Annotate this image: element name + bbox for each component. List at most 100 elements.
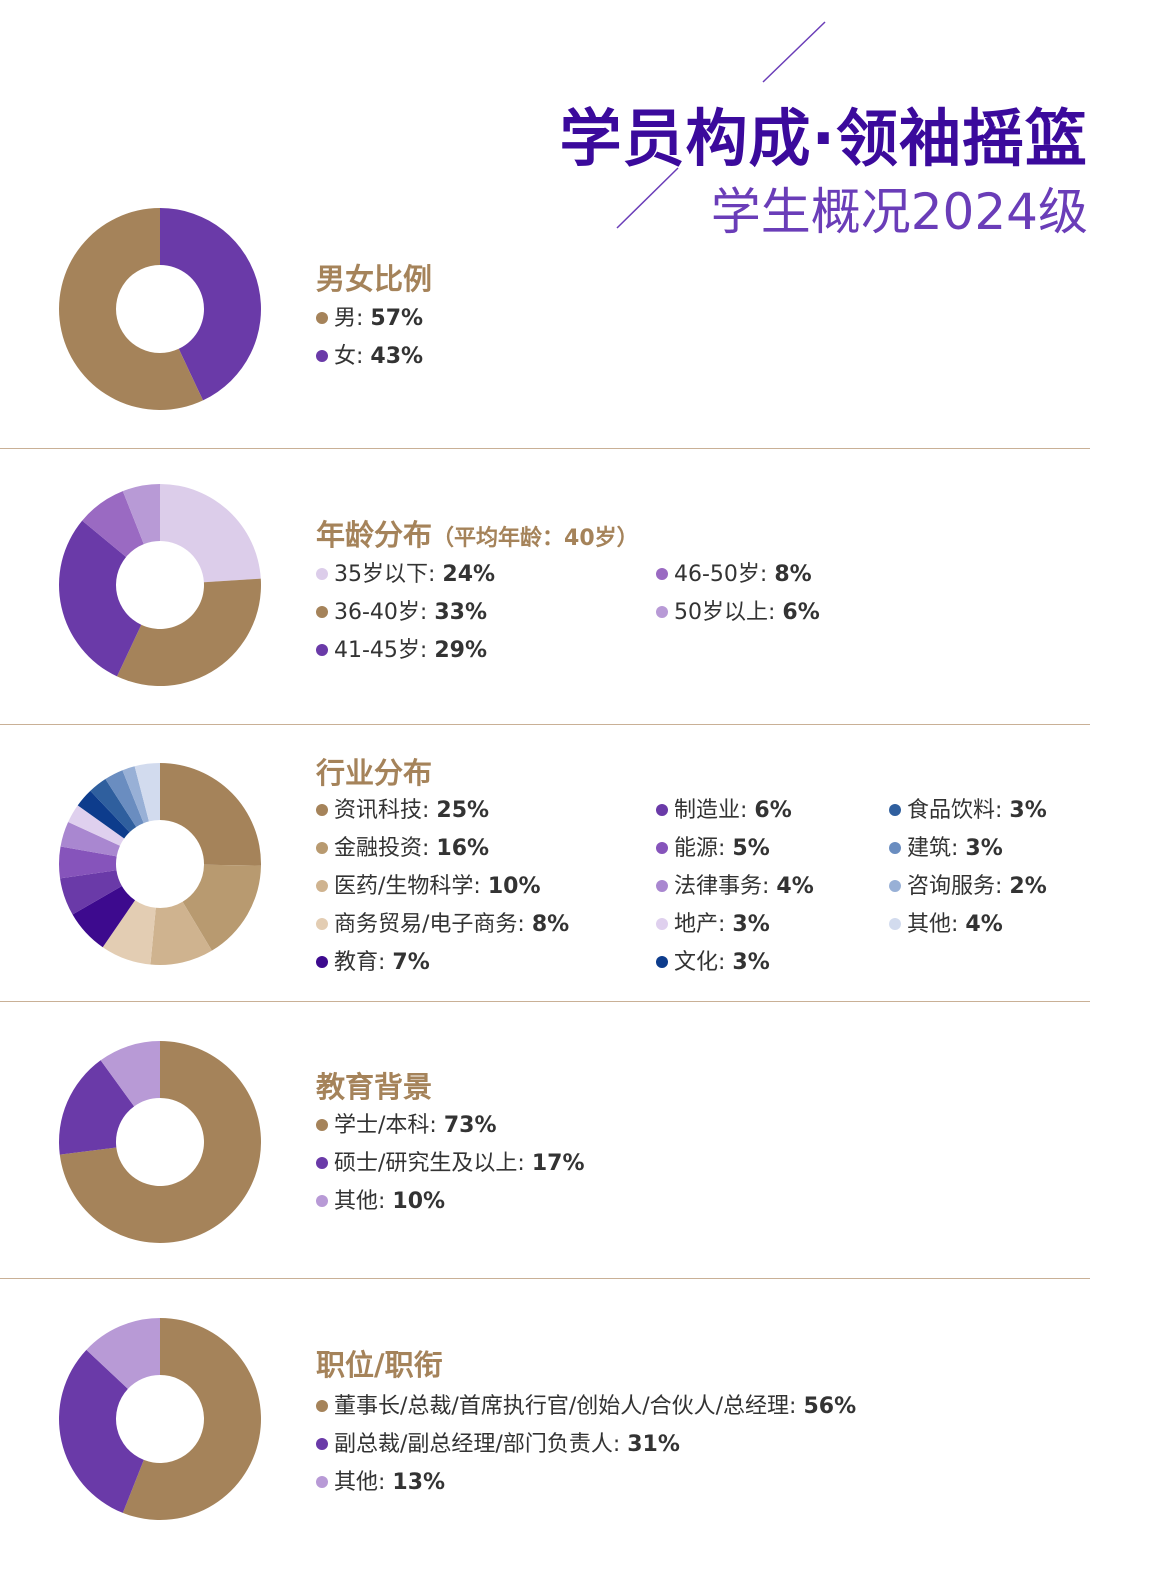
legend-value: 56%	[803, 1394, 857, 1419]
legend-value: 24%	[442, 562, 496, 587]
legend-label: 硕士/研究生及以上:	[334, 1151, 532, 1176]
legend-value: 33%	[434, 600, 488, 625]
legend-value: 3%	[732, 950, 770, 975]
legend-dot	[656, 568, 668, 580]
legend-label: 金融投资:	[334, 836, 437, 861]
donut-slice	[72, 886, 136, 948]
legend-value: 10%	[392, 1189, 446, 1214]
section-title-text: 男女比例	[316, 262, 433, 296]
legend-item: 学士/本科: 73%	[316, 1111, 497, 1141]
legend-item: 46-50岁: 8%	[656, 560, 812, 590]
legend-dot	[316, 918, 328, 930]
legend-dot	[889, 842, 901, 854]
legend-dot	[656, 804, 668, 816]
legend-label: 41-45岁:	[334, 638, 435, 663]
section-note: （平均年龄：40岁）	[432, 526, 639, 551]
legend-label: 制造业:	[674, 798, 755, 823]
donut-slice	[134, 763, 160, 822]
legend-label: 男:	[334, 306, 371, 331]
donut-slice	[160, 208, 261, 401]
legend-dot	[656, 956, 668, 968]
donut-slice	[122, 766, 149, 824]
legend-dot	[656, 880, 668, 892]
legend-value: 3%	[732, 912, 770, 937]
section-divider	[0, 448, 1090, 449]
donut-slice	[60, 870, 122, 915]
legend-dot	[316, 1476, 328, 1488]
legend-label: 建筑:	[907, 836, 966, 861]
legend-label: 女:	[334, 344, 371, 369]
section-divider	[0, 724, 1090, 725]
donut-slice	[59, 1041, 261, 1243]
legend-item: 其他: 4%	[889, 910, 1003, 940]
donut-slice	[58, 1349, 144, 1513]
legend-dot	[889, 918, 901, 930]
legend-value: 25%	[436, 798, 490, 823]
legend-dot	[316, 880, 328, 892]
legend-item: 食品饮料: 3%	[889, 796, 1047, 826]
legend-label: 学士/本科:	[334, 1113, 444, 1138]
legend-item: 文化: 3%	[656, 948, 770, 978]
legend-dot	[316, 956, 328, 968]
legend-value: 5%	[732, 836, 770, 861]
section-title: 行业分布	[316, 750, 432, 792]
legend-value: 8%	[531, 912, 570, 937]
donut-slice	[102, 900, 156, 965]
donut-slice	[182, 864, 261, 951]
section-title: 年龄分布（平均年龄：40岁）	[316, 512, 639, 554]
legend-label: 36-40岁:	[334, 600, 435, 625]
legend-dot	[316, 606, 328, 618]
legend-value: 73%	[443, 1113, 497, 1138]
donut-slice	[59, 520, 142, 677]
legend-dot	[316, 568, 328, 580]
legend-value: 2%	[1009, 874, 1047, 899]
legend-item: 女: 43%	[316, 342, 423, 372]
section-title-text: 行业分布	[316, 756, 433, 790]
donut-slice	[60, 822, 120, 857]
legend-value: 13%	[392, 1470, 446, 1495]
legend-dot	[889, 804, 901, 816]
position-donut-chart	[58, 1318, 261, 1520]
legend-dot	[316, 804, 328, 816]
legend-item: 男: 57%	[316, 304, 423, 334]
donut-slice	[68, 805, 125, 846]
legend-value: 4%	[776, 874, 814, 899]
legend-value: 7%	[392, 950, 430, 975]
legend-label: 商务贸易/电子商务:	[334, 912, 532, 937]
deco-line-bottom	[616, 167, 679, 229]
legend-dot	[656, 918, 668, 930]
legend-item: 35岁以下: 24%	[316, 560, 495, 590]
legend-label: 文化:	[674, 950, 733, 975]
donut-slice	[105, 770, 144, 827]
donut-slice	[122, 484, 160, 545]
legend-item: 50岁以上: 6%	[656, 598, 820, 628]
section-title: 职位/职衔	[316, 1342, 443, 1384]
legend-label: 能源:	[674, 836, 733, 861]
legend-value: 31%	[627, 1432, 680, 1457]
legend-label: 副总裁/副总经理/部门负责人:	[334, 1432, 628, 1457]
gender-donut-chart	[58, 208, 261, 410]
legend-item: 36-40岁: 33%	[316, 598, 487, 628]
donut-slice	[150, 901, 212, 965]
legend-label: 其他:	[907, 912, 966, 937]
donut-slice	[122, 1318, 261, 1520]
legend-item: 咨询服务: 2%	[889, 872, 1047, 902]
legend-label: 教育:	[334, 950, 393, 975]
legend-label: 50岁以上:	[674, 600, 783, 625]
legend-label: 食品饮料:	[907, 798, 1010, 823]
legend-label: 35岁以下:	[334, 562, 443, 587]
legend-dot	[889, 880, 901, 892]
legend-value: 6%	[782, 600, 820, 625]
legend-dot	[656, 606, 668, 618]
legend-item: 地产: 3%	[656, 910, 770, 940]
legend-value: 29%	[434, 638, 488, 663]
donut-slice	[58, 846, 117, 879]
donut-slice	[58, 208, 204, 410]
legend-label: 咨询服务:	[907, 874, 1010, 899]
legend-item: 董事长/总裁/首席执行官/创始人/合伙人/总经理: 56%	[316, 1392, 856, 1422]
legend-dot	[316, 644, 328, 656]
donut-slice	[116, 578, 261, 686]
legend-value: 4%	[965, 912, 1003, 937]
legend-dot	[316, 312, 328, 324]
legend-item: 其他: 10%	[316, 1187, 445, 1217]
